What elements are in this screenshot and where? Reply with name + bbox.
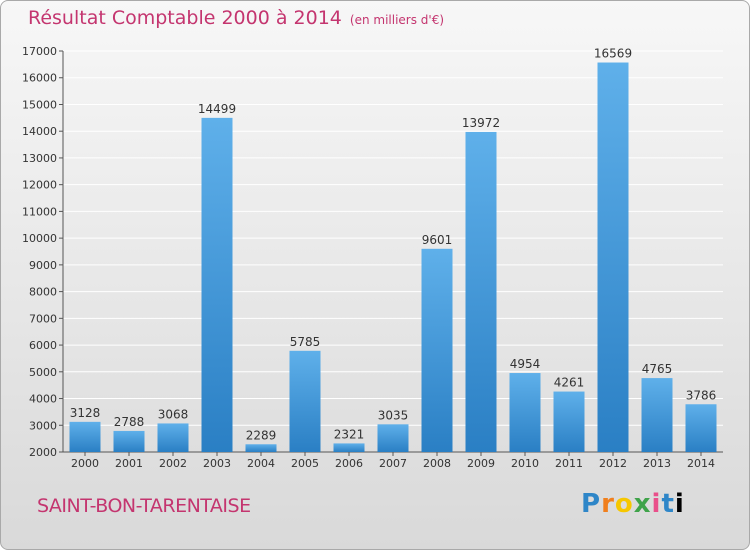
bar [157,423,189,452]
y-tick-label: 14000 [22,125,57,138]
data-label: 3035 [378,408,409,422]
logo-letter: i [674,489,685,519]
logo-letter: o [614,489,634,519]
y-tick-label: 3000 [29,419,57,432]
x-tick-label: 2007 [379,457,407,470]
bar [509,373,541,452]
bar [113,430,145,452]
x-tick-label: 2008 [423,457,451,470]
bar [245,444,277,452]
y-tick-label: 9000 [29,259,57,272]
y-tick-label: 15000 [22,98,57,111]
y-tick-label: 4000 [29,393,57,406]
logo-letter: i [651,489,662,519]
data-label: 13972 [462,116,500,130]
logo-letter: x [633,489,652,519]
logo-letter: P [581,489,602,519]
bar [465,131,497,452]
data-label: 16569 [594,47,632,61]
y-tick-label: 5000 [29,366,57,379]
data-labels: 3128 2788 3068 14499 2289 5785 2321 3035 9601 139… [70,47,717,443]
proxiti-logo: Proxiti [581,489,685,519]
y-tick-label: 6000 [29,339,57,352]
bar [201,117,233,452]
axes: 2000 3000 4000 5000 6000 7000 8000 9000 10000 110… [22,45,723,470]
data-label: 2289 [246,428,277,442]
data-label: 2321 [334,427,365,441]
data-label: 14499 [198,102,236,116]
data-label: 3786 [686,388,717,402]
bar [69,421,101,452]
chart-title-text: Résultat Comptable 2000 à 2014 [28,7,342,29]
y-tick-label: 16000 [22,72,57,85]
x-tick-label: 2004 [247,457,275,470]
logo-letter: t [661,489,675,519]
x-tick-label: 2012 [599,457,627,470]
x-tick-label: 2000 [71,457,99,470]
chart-title: Résultat Comptable 2000 à 2014 (en millie… [28,7,444,29]
data-label: 4765 [642,362,673,376]
bar [289,350,321,452]
x-tick-label: 2010 [511,457,539,470]
data-label: 9601 [422,233,453,247]
data-label: 2788 [114,415,145,429]
data-label: 4954 [510,357,541,371]
y-tick-label: 10000 [22,232,57,245]
y-tick-label: 17000 [22,45,57,58]
x-tick-label: 2014 [687,457,715,470]
bar [377,424,409,452]
bar [553,391,585,452]
x-tick-label: 2002 [159,457,187,470]
y-tick-label: 12000 [22,179,57,192]
x-tick-label: 2006 [335,457,363,470]
bar [333,443,365,452]
x-tick-label: 2005 [291,457,319,470]
x-tick-label: 2001 [115,457,143,470]
y-tick-label: 13000 [22,152,57,165]
chart-unit: (en milliers d'€) [349,13,445,27]
bar [685,404,717,452]
y-tick-label: 8000 [29,286,57,299]
x-tick-label: 2011 [555,457,583,470]
bar [641,378,673,452]
x-tick-label: 2009 [467,457,495,470]
bars [69,62,717,453]
x-tick-label: 2003 [203,457,231,470]
data-label: 3128 [70,406,101,420]
x-tick-label: 2013 [643,457,671,470]
bar [597,62,629,453]
data-label: 5785 [290,335,321,349]
logo-letter: r [601,489,615,519]
y-tick-label: 2000 [29,446,57,459]
bar [421,248,453,452]
data-label: 4261 [554,376,585,390]
place-name: SAINT-BON-TARENTAISE [37,495,251,517]
data-label: 3068 [158,407,189,421]
y-tick-label: 7000 [29,312,57,325]
y-tick-label: 11000 [22,205,57,218]
